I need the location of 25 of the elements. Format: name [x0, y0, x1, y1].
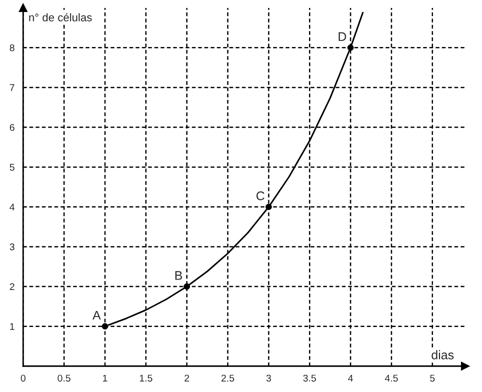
y-tick-label: 7 — [10, 84, 14, 91]
x-tick-label: 0 — [20, 374, 26, 382]
x-tick-label: 3 — [266, 374, 271, 382]
annotation: D — [338, 32, 346, 41]
annotation: B — [175, 271, 182, 280]
y-tick-label: 1 — [10, 323, 14, 330]
annotation: C — [256, 191, 264, 200]
x-axis-title: dias — [432, 350, 454, 360]
x-tick-label: 4.5 — [384, 374, 398, 382]
x-tick-label: 2 — [184, 374, 190, 382]
y-axis-title: n° de células — [29, 13, 92, 22]
y-tick-label: 5 — [10, 164, 14, 171]
y-tick-label: 6 — [10, 124, 14, 131]
x-tick-label: 2.5 — [221, 374, 234, 382]
x-tick-label: 1 — [103, 374, 108, 382]
y-tick-label: 4 — [10, 204, 15, 210]
x-tick-label: 3.5 — [303, 374, 316, 382]
annotation: A — [92, 310, 101, 320]
x-tick-label: 4 — [348, 374, 353, 382]
y-tick-label: 8 — [10, 44, 14, 52]
x-tick-label: 5 — [430, 374, 435, 382]
y-tick-label: 3 — [10, 243, 14, 250]
y-tick-label: 2 — [10, 283, 14, 290]
x-tick-label: 1.5 — [140, 374, 152, 382]
x-tick-label: 0.5 — [58, 374, 70, 382]
